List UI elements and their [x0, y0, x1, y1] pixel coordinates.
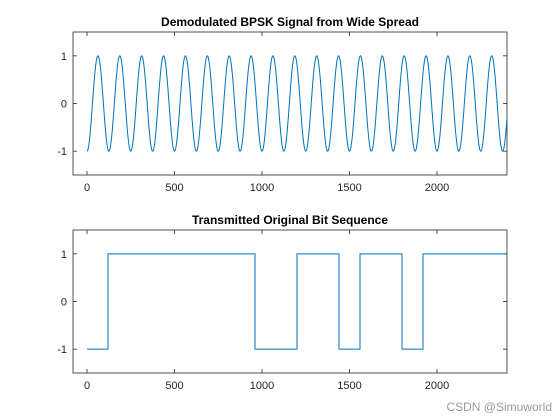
demodulated-signal-x-tick-label: 2000 — [425, 182, 449, 194]
demodulated-signal-y-tick-label: 0 — [61, 99, 67, 111]
bit-sequence-x-tick-label: 1000 — [250, 380, 274, 392]
bit-sequence-x-tick-label: 500 — [165, 380, 183, 392]
demodulated-signal-series-line — [86, 55, 508, 152]
demodulated-signal-y-tick-label: -1 — [57, 146, 67, 158]
watermark-text: CSDN @Simuworld — [446, 400, 552, 414]
demodulated-signal-x-tick-label: 0 — [84, 182, 90, 194]
demodulated-signal-title: Demodulated BPSK Signal from Wide Spread — [161, 15, 419, 29]
bit-sequence-x-tick-label: 2000 — [425, 380, 449, 392]
bit-sequence-y-tick-label: 1 — [61, 249, 67, 261]
demodulated-signal-x-tick-label: 500 — [165, 182, 183, 194]
bit-sequence-y-tick-label: -1 — [57, 344, 67, 356]
bit-sequence-axes: Transmitted Original Bit Sequence 0 500 100… — [57, 213, 508, 392]
bit-sequence-y-tick-label: 0 — [61, 297, 67, 309]
bit-sequence-x-tick-label: 1500 — [337, 380, 361, 392]
bit-sequence-title: Transmitted Original Bit Sequence — [192, 213, 388, 227]
demodulated-signal-y-tick-label: 1 — [61, 51, 67, 63]
demodulated-signal-x-tick-label: 1000 — [250, 182, 274, 194]
demodulated-signal-plot-frame — [72, 31, 508, 176]
bit-sequence-series-line — [87, 253, 507, 350]
demodulated-signal-x-tick-label: 1500 — [337, 182, 361, 194]
bit-sequence-plot-frame — [72, 229, 508, 374]
demodulated-signal-axes: Demodulated BPSK Signal from Wide Spread… — [57, 15, 508, 194]
bit-sequence-x-tick-label: 0 — [84, 380, 90, 392]
